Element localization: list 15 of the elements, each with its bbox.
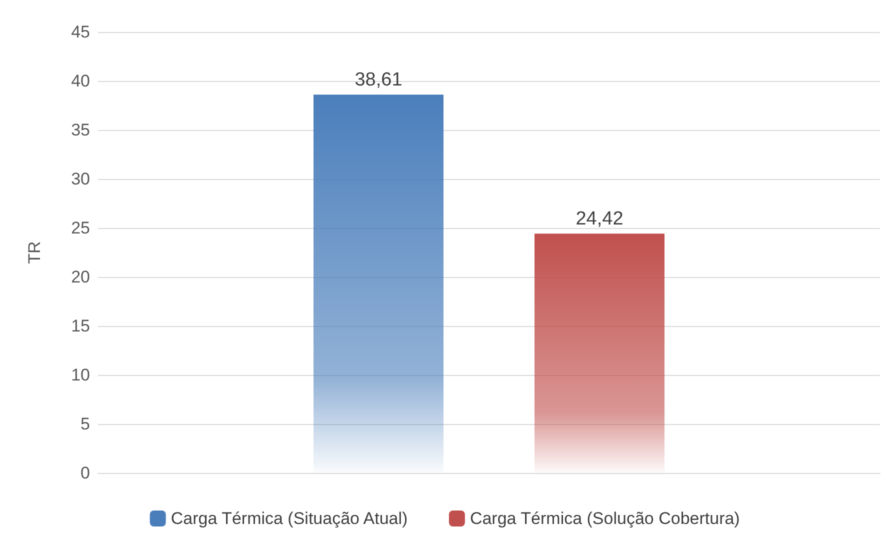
y-tick-label: 40 (71, 72, 90, 90)
y-tick-label: 45 (71, 22, 90, 42)
y-tick-label: 5 (80, 414, 90, 434)
y-tick-label: 15 (71, 316, 90, 336)
data-label: 38,61 (354, 70, 402, 91)
y-tick-label: 0 (80, 464, 90, 482)
y-axis-title: TR (25, 241, 44, 264)
y-tick-label: 20 (71, 268, 90, 286)
y-tick-label: 10 (71, 366, 90, 384)
legend-label: Carga Térmica (Solução Cobertura) (470, 509, 740, 528)
data-label: 24,42 (576, 208, 624, 230)
y-tick-label: 35 (71, 120, 90, 140)
y-tick-label: 25 (71, 218, 90, 238)
y-tick-label: 30 (71, 170, 90, 188)
legend-label: Carga Térmica (Situação Atual) (170, 509, 408, 528)
